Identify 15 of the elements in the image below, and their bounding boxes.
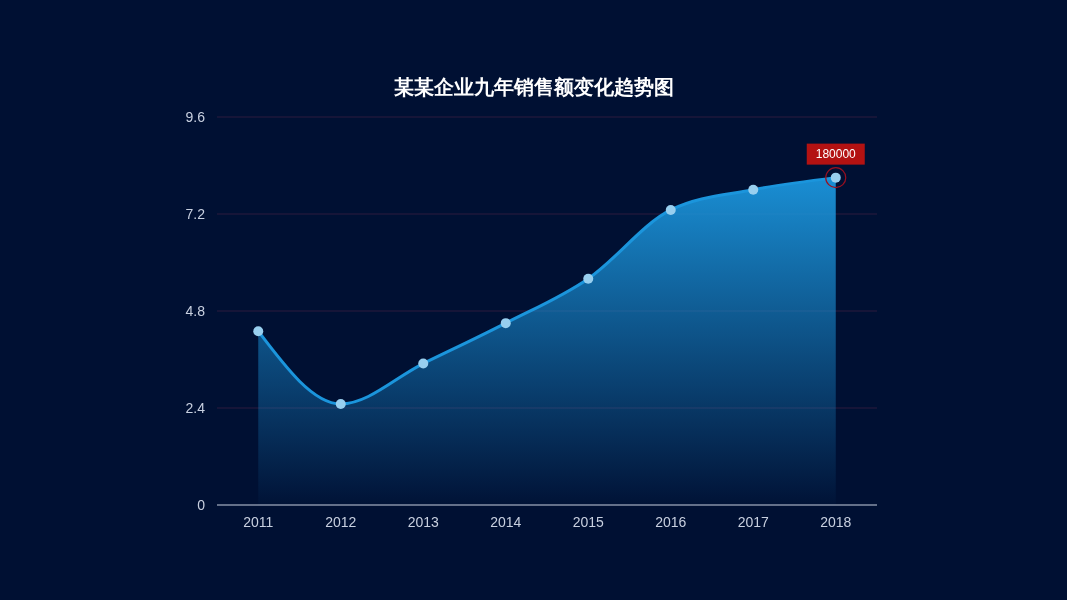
- y-tick-label: 0: [197, 496, 206, 513]
- y-tick-label: 9.6: [185, 108, 206, 125]
- x-tick-label: 2018: [820, 514, 852, 530]
- y-tick-label: 4.8: [185, 302, 206, 319]
- x-tick-label: 2017: [737, 514, 770, 530]
- x-tick-label: 2013: [407, 514, 440, 530]
- x-tick-label: 2015: [572, 514, 605, 530]
- y-tick-label: 2.4: [185, 399, 206, 416]
- x-tick-label: 2016: [655, 514, 687, 530]
- x-tick-label: 2012: [325, 514, 357, 530]
- chart-title: 某某企业九年销售额变化趋势图: [392, 76, 674, 98]
- x-tick-label: 2014: [490, 514, 522, 530]
- y-tick-label: 7.2: [185, 205, 206, 222]
- x-tick-label: 2011: [243, 514, 274, 530]
- annotation: 180000: [815, 147, 857, 162]
